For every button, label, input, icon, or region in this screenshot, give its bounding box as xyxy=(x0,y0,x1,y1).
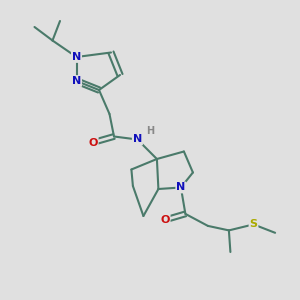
Text: N: N xyxy=(176,182,185,193)
Text: S: S xyxy=(250,219,257,230)
Text: N: N xyxy=(72,76,81,86)
Text: O: O xyxy=(160,215,170,225)
Text: N: N xyxy=(72,52,81,62)
Text: O: O xyxy=(88,137,98,148)
Text: H: H xyxy=(146,126,154,136)
Text: N: N xyxy=(133,134,142,145)
